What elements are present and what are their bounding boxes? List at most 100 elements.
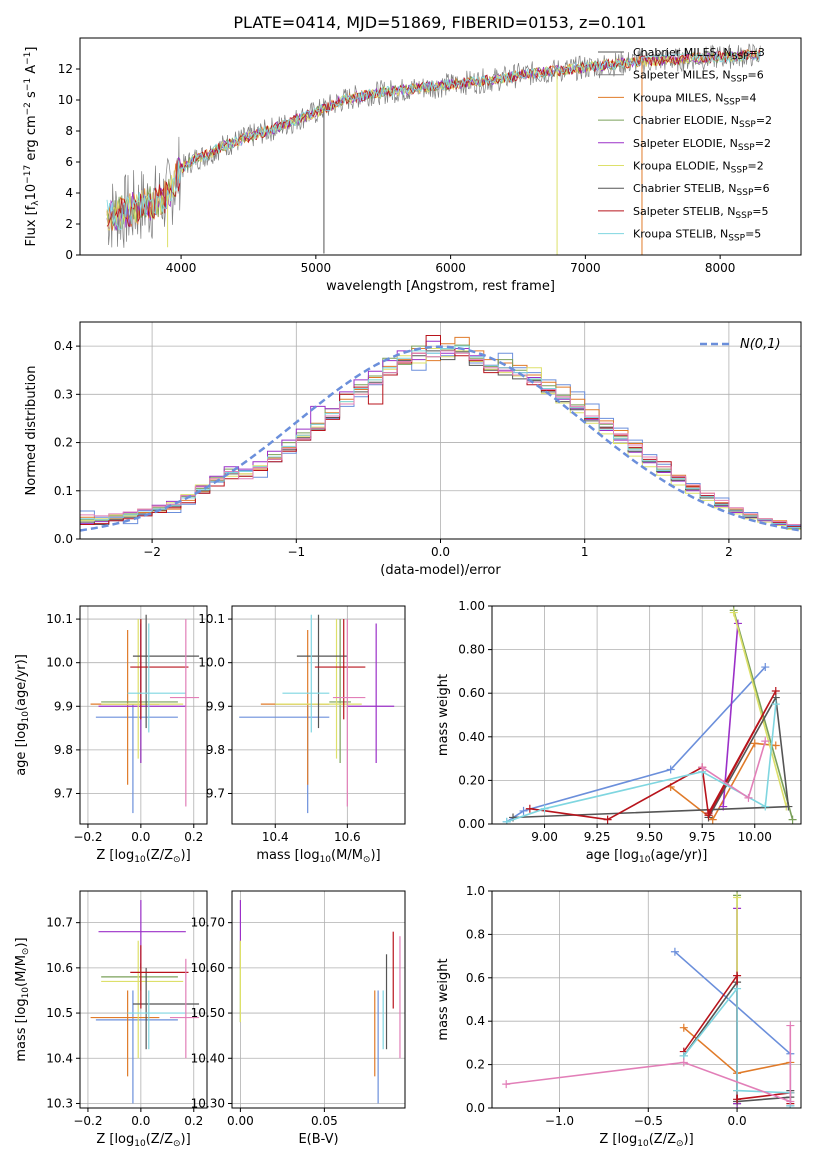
y-tick-label: 10.0 [198,656,225,670]
y-tick-label: 0.1 [54,484,73,498]
weight-marker-red [733,1095,742,1104]
y-tick-label: 6 [65,155,73,169]
legend-entry: Chabrier MILES, NSSP=3 [633,46,765,62]
x-tick-label: 0.00 [227,1114,254,1128]
plot-area [239,614,395,814]
x-tick-label: 0.0 [131,830,150,844]
legend-entry: Kroupa MILES, NSSP=4 [633,91,757,107]
weight-marker-cyan [540,804,549,813]
axes-frame [231,605,406,825]
y-tick-label: 0.0 [466,1101,485,1115]
weight-marker-red [525,804,534,813]
weight-marker-cyan [502,817,511,824]
y-tick-label: 12 [58,62,73,76]
plot-area [106,43,761,255]
y-tick-label: 10.7 [46,916,73,930]
x-tick-label: 0.2 [184,830,203,844]
spectrum-model-cyan [106,50,761,231]
panel-weight-vs-Z: −1.0 −0.5 0.0 0.0 0.2 0.4 0.6 0.8 1.0 Z [log10(Z/… [436,884,802,1149]
plot-area [90,900,200,1104]
x-axis-label: age [log10(age/yr)] [586,848,708,865]
x-tick-label: 0.2 [184,1114,203,1128]
y-axis-label: mass weight [436,674,451,756]
weight-marker-blue [519,806,528,815]
y-tick-label: 10.60 [191,961,225,975]
normal-curve [80,345,801,532]
y-tick-label: 10.3 [46,1096,73,1110]
y-tick-label: 9.7 [54,786,73,800]
weight-marker-pink [786,1021,795,1030]
y-tick-label: 10.50 [191,1006,225,1020]
panel-mass-vs-Z: −0.2 0.0 0.2 10.3 10.4 10.5 10.6 10.7 Z [log10(Z… [14,890,208,1149]
y-tick-label: 10.5 [46,1006,73,1020]
y-tick-label: 0.0 [54,532,73,546]
x-tick-label: −0.5 [634,1114,663,1128]
y-tick-label: 10.30 [191,1096,225,1110]
weight-line-pink [506,1025,792,1103]
y-tick-label: 1.00 [458,599,485,613]
y-axis-label: Flux [fλ10−17 erg cm−2 s−1 A−1] [23,47,41,247]
x-tick-label: 9.50 [636,830,663,844]
x-axis-label: (data-model)/error [380,563,501,578]
legend-entry: Kroupa STELIB, NSSP=5 [633,228,761,244]
y-tick-label: 10.1 [198,612,225,626]
plot-area [80,335,801,532]
x-tick-label: −0.2 [73,830,102,844]
axes-frame [231,890,406,1109]
weight-marker-pink [761,737,770,746]
panel-spectrum: 4000 5000 6000 7000 8000 0 2 4 6 8 10 12 wavelength … [23,37,802,294]
weight-marker-pink [698,763,707,772]
x-tick-label: 10.00 [738,830,772,844]
panel-age-vs-mass: 10.4 10.6 9.7 9.8 9.9 10.0 10.1 mass [log10(M/M… [198,605,406,865]
y-tick-label: 10.6 [46,961,73,975]
y-tick-label: 0.4 [466,1014,485,1028]
legend-entry: Salpeter MILES, NSSP=6 [633,69,764,85]
weight-marker-pink [502,1080,511,1089]
y-axis-label: age [log10(age/yr)] [14,654,31,776]
panel-weight-vs-age: 9.00 9.25 9.50 9.75 10.00 0.00 0.20 0.40 0.60 0.8… [436,599,802,865]
y-tick-label: 10.0 [46,656,73,670]
legend-entry: Salpeter STELIB, NSSP=5 [633,205,769,221]
plot-area [502,606,797,824]
y-tick-label: 0.00 [458,817,485,831]
legend-entry: N(0,1) [740,337,781,352]
plot-area [239,900,401,1104]
weight-marker-red [771,687,780,696]
axes-frame [79,605,208,825]
weight-marker-yellow [729,608,738,617]
weight-line-blue [506,666,766,823]
y-tick-label: 0.8 [466,927,485,941]
weight-marker-red [733,971,742,980]
panel-residuals: −2 −1 0.0 1 2 0.0 0.1 0.2 0.3 0.4 N(0,1) (data-mode… [24,321,802,578]
x-axis-label: E(B-V) [298,1132,338,1147]
x-tick-label: 2 [725,545,733,559]
histogram-pink [80,350,801,525]
weight-marker-orange [771,741,780,750]
y-tick-label: 9.9 [206,699,225,713]
weight-marker-cyan [733,984,742,993]
x-axis-label: mass [log10(M/M⊙)] [256,848,380,865]
axes-frame [79,890,208,1109]
x-tick-label: 8000 [705,261,736,275]
x-tick-label: 0.0 [431,545,450,559]
y-tick-label: 0.20 [458,773,485,787]
y-tick-label: 10.70 [191,916,225,930]
x-tick-label: 1 [581,545,589,559]
x-tick-label: 4000 [166,261,197,275]
y-tick-label: 9.9 [54,699,73,713]
figure-title: PLATE=0414, MJD=51869, FIBERID=0153, z=0… [233,13,646,32]
y-tick-label: 0.40 [458,730,485,744]
y-tick-label: 9.8 [206,743,225,757]
x-tick-label: 9.25 [584,830,611,844]
y-tick-label: 10.4 [46,1051,73,1065]
axes-frame [79,37,802,256]
y-tick-label: 0 [65,248,73,262]
x-axis-label: wavelength [Angstrom, rest frame] [326,279,555,294]
x-tick-label: 9.75 [689,830,716,844]
weight-line-red [529,690,777,821]
y-tick-label: 0.2 [466,1058,485,1072]
x-tick-label: −2 [143,545,161,559]
x-tick-label: 6000 [435,261,466,275]
weight-line-gray [512,695,790,819]
y-tick-label: 0.4 [54,339,73,353]
